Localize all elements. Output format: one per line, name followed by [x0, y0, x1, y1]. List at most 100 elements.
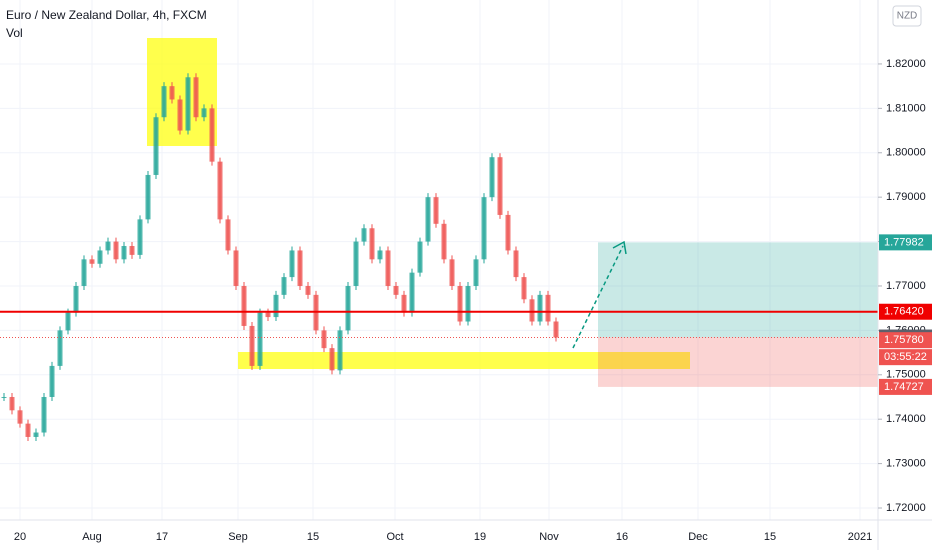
x-tick-label: Aug	[82, 531, 102, 543]
x-tick-label: Dec	[688, 531, 708, 543]
candle-body	[233, 250, 239, 286]
candle-body	[497, 157, 503, 215]
candle-body	[49, 365, 55, 397]
candle-body	[105, 241, 111, 251]
x-tick-label: 19	[474, 531, 486, 543]
currency-label[interactable]: NZD	[897, 11, 918, 22]
y-tick-label: 1.81000	[886, 102, 926, 114]
candle-body	[73, 285, 79, 313]
candle-body	[65, 312, 71, 331]
candle-body	[121, 246, 127, 260]
currency-badge[interactable]	[892, 5, 922, 27]
candle-body	[281, 277, 287, 295]
candle-body	[369, 228, 375, 260]
candle-body	[521, 277, 527, 300]
price-label: 1.76420	[884, 306, 924, 318]
support-zone	[238, 352, 690, 369]
y-tick-label: 1.80000	[886, 147, 926, 159]
target-zone	[598, 242, 878, 338]
candle-body	[353, 241, 359, 286]
candle-body	[137, 219, 143, 255]
price-axis: 1.720001.730001.740001.750001.760001.770…	[878, 58, 932, 514]
candle-body	[449, 259, 455, 286]
candle-body	[305, 285, 311, 295]
price-label-bg	[879, 234, 932, 251]
candle-body	[393, 285, 399, 295]
candle-body	[385, 250, 391, 286]
candle-body	[545, 294, 551, 322]
candle-body	[473, 259, 479, 286]
candle-body	[489, 157, 495, 198]
candle-body	[81, 259, 87, 286]
x-tick-label: 16	[616, 531, 628, 543]
candle-body	[265, 312, 271, 318]
x-tick-label: 15	[307, 531, 319, 543]
overlay	[0, 310, 878, 339]
candle-body	[89, 259, 95, 264]
candle-body	[409, 272, 415, 313]
position-boxes	[598, 242, 878, 387]
candle-body	[553, 321, 559, 338]
y-tick-label: 1.82000	[886, 58, 926, 70]
y-tick-label: 1.77000	[886, 280, 926, 292]
candle-body	[433, 197, 439, 224]
y-tick-label: 1.74000	[886, 413, 926, 425]
candle-body	[513, 250, 519, 278]
candle-body	[465, 285, 471, 322]
x-tick-label: 15	[764, 531, 776, 543]
candle-body	[9, 396, 15, 411]
candle-body	[225, 219, 231, 251]
candle-body	[97, 250, 103, 264]
x-tick-label: Nov	[539, 531, 559, 543]
candle-body	[25, 423, 31, 437]
candle-body	[297, 250, 303, 286]
projection-arrow	[572, 245, 624, 349]
candles	[1, 73, 559, 441]
candle-body	[441, 223, 447, 260]
volume-label: Vol	[6, 26, 23, 40]
candle-body	[17, 410, 23, 424]
candle-body	[185, 77, 191, 131]
candle-body	[217, 161, 223, 220]
candle-body	[161, 86, 167, 118]
candle-body	[321, 330, 327, 349]
candle-body	[401, 294, 407, 313]
candle-body	[345, 285, 351, 331]
x-tick-label: 20	[14, 531, 26, 543]
candle-body	[417, 241, 423, 273]
x-tick-label: Sep	[228, 531, 248, 543]
countdown-label: 03:55:22	[884, 351, 927, 363]
candle-body	[457, 285, 463, 322]
price-label-bg	[879, 303, 932, 320]
candle-body	[289, 250, 295, 278]
x-tick-label: 2021	[848, 531, 872, 543]
candle-body	[1, 396, 7, 398]
x-tick-label: 17	[156, 531, 168, 543]
candle-body	[257, 312, 263, 366]
price-label-bg	[879, 332, 932, 349]
y-tick-label: 1.79000	[886, 191, 926, 203]
candle-body	[41, 396, 47, 433]
price-label: 1.74727	[884, 381, 924, 393]
candle-body	[241, 285, 247, 326]
candle-body	[209, 108, 215, 162]
arrow-head	[612, 240, 627, 255]
candle-body	[193, 77, 199, 118]
candle-body	[329, 348, 335, 371]
y-tick-label: 1.75000	[886, 369, 926, 381]
candle-body	[201, 108, 207, 118]
y-tick-label: 1.73000	[886, 458, 926, 470]
candle-body	[529, 299, 535, 322]
candle-body	[505, 214, 511, 251]
candle-body	[153, 117, 159, 175]
candle-body	[57, 330, 63, 366]
price-label: 1.75780	[884, 334, 924, 346]
stop-zone	[598, 337, 878, 387]
candle-body	[113, 241, 119, 260]
countdown-bg	[879, 349, 932, 366]
price-label-bg	[879, 378, 932, 395]
candle-body	[537, 294, 543, 322]
candle-body	[169, 86, 175, 100]
candle-body	[481, 197, 487, 260]
